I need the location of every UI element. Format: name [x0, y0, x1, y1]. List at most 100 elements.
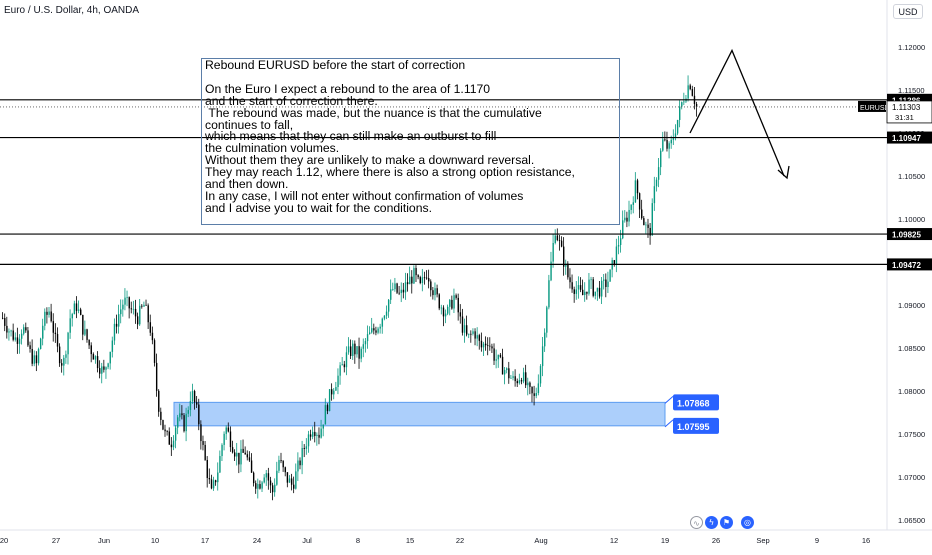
candle-body: [168, 431, 171, 445]
x-tick-label: 26: [712, 536, 720, 545]
candle-body: [269, 480, 272, 486]
candle-body: [613, 260, 616, 265]
candle-body: [577, 285, 580, 290]
candle-body: [634, 180, 637, 203]
candle-body: [689, 85, 691, 90]
candle-body: [20, 333, 23, 339]
candle-body: [88, 339, 90, 346]
current-price-label-bg: [886, 100, 932, 124]
candle-body: [132, 308, 135, 310]
candle-body: [221, 444, 223, 457]
candle-body: [400, 289, 403, 294]
candle-body: [525, 372, 527, 386]
candle-body: [212, 480, 215, 489]
candle-body: [626, 217, 628, 222]
candle-body: [609, 269, 611, 282]
candle-body: [404, 282, 407, 293]
candle-body: [103, 366, 105, 370]
candle-body: [50, 311, 52, 322]
flag-icon[interactable]: ⚑: [720, 516, 733, 529]
forecast-path: [689, 48, 785, 177]
candle-body: [231, 447, 234, 453]
candle-body: [179, 413, 181, 418]
level-label: 1.09472: [892, 261, 921, 270]
y-tick-label: 1.08500: [898, 344, 925, 353]
wave-icon[interactable]: ∿: [690, 516, 703, 529]
candle-body: [432, 290, 434, 296]
candle-body: [695, 103, 698, 107]
candle-body: [257, 484, 259, 489]
candle-body: [364, 341, 367, 345]
candle-body: [227, 427, 230, 432]
level-label-bg: [887, 258, 932, 271]
candle-body: [550, 261, 552, 281]
candle-body: [204, 444, 206, 460]
candle-body: [265, 473, 268, 478]
level-label: 1.10947: [892, 134, 921, 143]
x-tick-label: Sep: [756, 536, 769, 545]
candle-body: [328, 389, 331, 412]
candle-body: [166, 431, 168, 432]
candle-body: [326, 405, 329, 412]
candle-body: [516, 381, 519, 384]
candle-body: [288, 478, 291, 483]
candle-body: [263, 477, 265, 483]
candle-body: [145, 304, 147, 306]
candle-body: [343, 364, 346, 368]
lightning-icon[interactable]: ϟ: [705, 516, 718, 529]
candle-body: [90, 345, 92, 355]
currency-button[interactable]: USD: [893, 4, 923, 19]
candle-body: [18, 338, 21, 344]
candle-body: [438, 294, 440, 309]
candle-body: [653, 186, 656, 204]
candle-body: [434, 288, 436, 296]
candle-body: [575, 289, 578, 294]
candle-body: [402, 289, 405, 293]
candle-body: [527, 382, 529, 386]
candle-body: [430, 281, 432, 291]
candle-body: [8, 331, 10, 333]
candle-body: [69, 318, 71, 333]
candle-body: [440, 307, 443, 309]
candle-body: [297, 460, 299, 472]
level-label: 1.09825: [892, 231, 921, 240]
x-tick-label: Aug: [534, 536, 547, 545]
candle-body: [305, 446, 308, 449]
candle-body: [409, 276, 411, 285]
candle-body: [335, 387, 337, 391]
candle-body: [174, 427, 177, 441]
bottom-icons: ∿ ϟ ⚑ ◎: [690, 516, 754, 530]
candle-body: [668, 143, 670, 149]
candle-body: [649, 227, 651, 236]
candle-body: [362, 344, 365, 349]
candle-body: [37, 348, 40, 364]
candle-body: [510, 377, 512, 379]
candle-body: [274, 484, 276, 493]
candle-body: [617, 244, 620, 247]
candle-body: [109, 351, 111, 364]
candle-body: [293, 484, 295, 489]
candle-body: [44, 311, 46, 326]
candle-body: [398, 292, 400, 294]
candle-body: [337, 375, 339, 388]
candle-body: [584, 291, 586, 296]
candle-body: [679, 106, 681, 120]
candle-body: [619, 238, 622, 245]
target-icon[interactable]: ◎: [741, 516, 754, 529]
candle-body: [567, 263, 569, 278]
candle-body: [48, 311, 50, 315]
candle-body: [506, 368, 508, 371]
candle-body: [444, 313, 447, 317]
candle-body: [655, 179, 658, 187]
candle-body: [598, 287, 601, 297]
candle-body: [198, 404, 200, 425]
candle-body: [65, 354, 67, 358]
candle-body: [92, 354, 95, 360]
candle-body: [25, 327, 27, 331]
candle-body: [501, 356, 504, 375]
candle-body: [84, 329, 86, 335]
candle-body: [250, 460, 253, 473]
note-box[interactable]: [201, 58, 620, 225]
